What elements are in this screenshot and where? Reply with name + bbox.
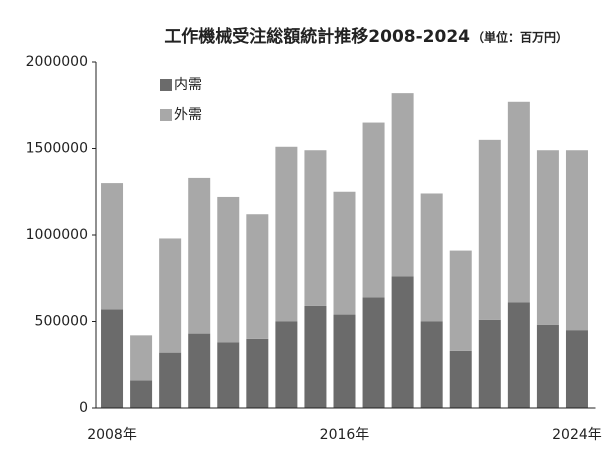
bar-segment: [246, 338, 269, 408]
bar-segment: [507, 302, 530, 408]
bar-segment: [275, 146, 298, 322]
bar-segment: [449, 350, 472, 408]
bar-segment: [101, 309, 124, 408]
bar-segment: [217, 196, 240, 343]
bar-segment: [507, 101, 530, 303]
bar-segment: [536, 324, 559, 408]
bar-segment: [362, 122, 385, 298]
y-tick-label: 500000: [35, 314, 88, 330]
y-tick-label: 0: [79, 400, 88, 416]
bar-segment: [159, 352, 182, 408]
bar-segment: [217, 342, 240, 408]
y-tick-label: 1500000: [26, 141, 88, 157]
bar-segment: [391, 93, 414, 277]
bar-segment: [565, 150, 588, 331]
bar-segment: [333, 191, 356, 315]
y-tick-label: 2000000: [26, 54, 88, 70]
bar-segment: [565, 330, 588, 408]
x-tick-label: 2016年: [320, 427, 370, 443]
bar-segment: [478, 319, 501, 408]
bar-segment: [246, 214, 269, 339]
bar-segment: [449, 250, 472, 351]
bar-segment: [333, 314, 356, 408]
chart-title: 工作機械受注総額統計推移2008-2024: [164, 26, 470, 47]
chart-subtitle: （単位：百万円）: [472, 30, 568, 45]
bar-segment: [478, 139, 501, 320]
x-tick-label: 2024年: [552, 427, 602, 443]
bar-segment: [130, 380, 153, 408]
bar-segment: [101, 183, 124, 310]
bar-segment: [420, 321, 443, 408]
legend-label: 外需: [174, 107, 202, 123]
bar-segment: [362, 297, 385, 408]
bar-segment: [420, 193, 443, 322]
bar-segment: [304, 305, 327, 408]
legend-swatch: [160, 79, 172, 91]
legend-swatch: [160, 109, 172, 121]
bar-segment: [188, 177, 211, 334]
bar-segment: [130, 335, 153, 381]
bar-segment: [536, 150, 559, 325]
bar-segment: [304, 150, 327, 306]
bar-segment: [188, 333, 211, 408]
bar-segment: [275, 321, 298, 408]
bar-segment: [159, 238, 182, 353]
bar-segment: [391, 276, 414, 408]
x-tick-label: 2008年: [87, 427, 137, 443]
legend-label: 内需: [174, 77, 202, 93]
y-tick-label: 1000000: [26, 227, 88, 243]
